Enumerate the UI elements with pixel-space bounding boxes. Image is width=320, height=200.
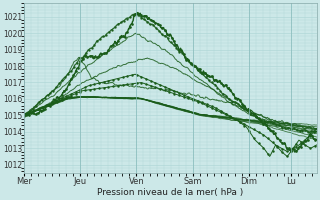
X-axis label: Pression niveau de la mer( hPa ): Pression niveau de la mer( hPa ) bbox=[97, 188, 244, 197]
